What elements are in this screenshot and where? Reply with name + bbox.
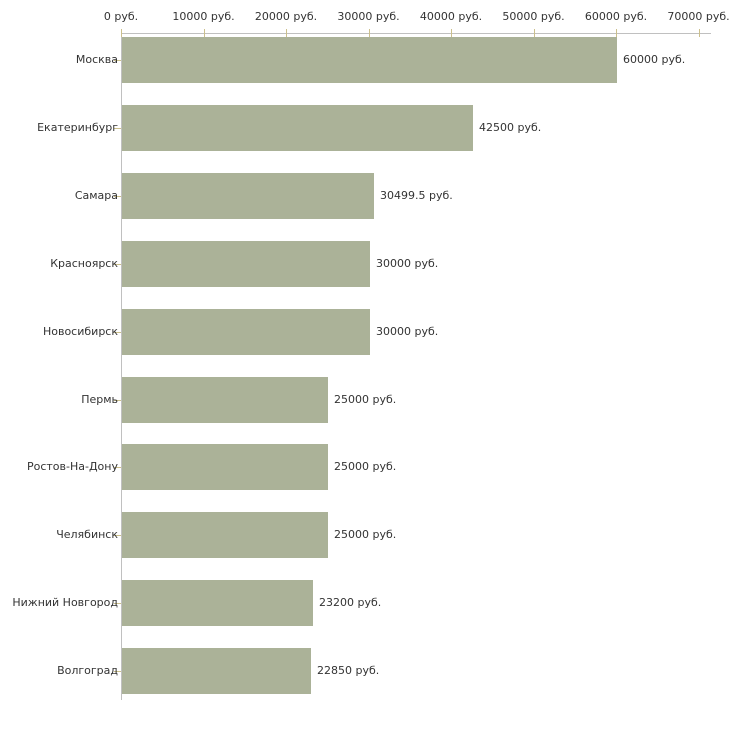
category-label: Челябинск xyxy=(56,528,118,541)
category-label: Волгоград xyxy=(57,664,118,677)
category-label: Екатеринбург xyxy=(37,121,118,134)
x-axis-tick-label: 40000 руб. xyxy=(419,10,483,23)
x-axis-tick-label: 50000 руб. xyxy=(502,10,565,23)
category-label: Новосибирск xyxy=(42,325,118,338)
x-axis-tick-label: 20000 руб. xyxy=(254,10,318,23)
bar-value-label: 42500 руб. xyxy=(479,121,542,134)
bar xyxy=(122,241,370,287)
bar-value-label: 22850 руб. xyxy=(317,664,380,677)
x-axis-tick-label: 30000 руб. xyxy=(337,10,400,23)
x-axis-tick-label: 70000 руб. xyxy=(667,10,730,23)
x-axis-tick xyxy=(203,29,205,37)
x-axis-tick xyxy=(286,29,287,37)
y-axis-tick xyxy=(114,196,121,197)
category-label: Москва xyxy=(75,53,118,66)
x-axis-tick-label: 60000 руб. xyxy=(584,10,648,23)
category-label: Нижний Новгород xyxy=(12,596,118,609)
bar xyxy=(122,648,311,694)
x-axis-tick-label: 10000 руб. xyxy=(172,10,235,23)
bar-value-label: 30000 руб. xyxy=(376,325,439,338)
bar-value-label: 60000 руб. xyxy=(623,53,686,66)
category-label: Пермь xyxy=(81,393,118,406)
x-axis-tick xyxy=(121,29,122,37)
bar xyxy=(122,512,328,558)
x-axis-tick xyxy=(451,29,452,37)
y-axis-tick xyxy=(114,467,121,468)
bar-value-label: 30499.5 руб. xyxy=(380,189,453,202)
bar xyxy=(122,444,328,490)
bar-value-label: 25000 руб. xyxy=(334,528,397,541)
y-axis-tick xyxy=(114,535,121,536)
y-axis-tick xyxy=(114,671,121,672)
y-axis-tick xyxy=(114,128,121,129)
x-axis-line xyxy=(121,33,711,34)
x-axis-tick xyxy=(616,29,617,37)
bar-value-label: 23200 руб. xyxy=(319,596,382,609)
category-label: Ростов-На-Дону xyxy=(26,460,118,473)
y-axis-tick xyxy=(114,264,121,265)
x-axis-tick xyxy=(533,29,535,37)
bar xyxy=(122,105,473,151)
category-label: Самара xyxy=(74,189,118,202)
bar-value-label: 30000 руб. xyxy=(376,257,439,270)
bar-value-label: 25000 руб. xyxy=(334,460,397,473)
bar xyxy=(122,580,313,626)
y-axis-tick xyxy=(114,603,121,604)
x-axis-tick xyxy=(698,29,700,37)
y-axis-tick xyxy=(114,400,121,401)
bar xyxy=(122,37,617,83)
y-axis-tick xyxy=(114,332,121,333)
bar xyxy=(122,309,370,355)
y-axis-line xyxy=(121,33,122,700)
x-axis-tick-label: 0 руб. xyxy=(103,10,139,23)
y-axis-tick xyxy=(114,60,121,61)
x-axis-tick xyxy=(368,29,370,37)
bar xyxy=(122,173,374,219)
category-label: Красноярск xyxy=(50,257,118,270)
bar-value-label: 25000 руб. xyxy=(334,393,397,406)
bar xyxy=(122,377,328,423)
